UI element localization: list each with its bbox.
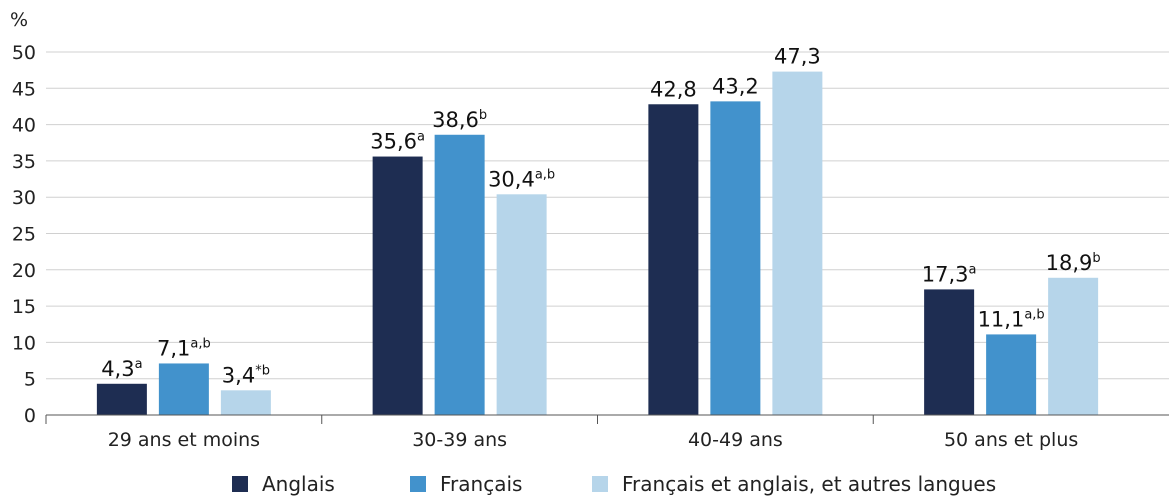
- data-label-note: *b: [255, 363, 270, 378]
- y-tick-label: 40: [12, 115, 36, 137]
- data-label-note: a: [969, 262, 977, 277]
- bar: [158, 363, 209, 415]
- data-label-note: b: [1092, 251, 1100, 266]
- data-label: 11,1a,b: [978, 307, 1045, 331]
- bar: [220, 390, 271, 415]
- legend-label-francais: Français: [440, 472, 523, 496]
- y-tick-label: 45: [12, 78, 36, 100]
- y-tick-label: 35: [12, 151, 36, 173]
- y-tick-label: 5: [24, 369, 36, 391]
- legend: Anglais Français Français et anglais, et…: [0, 470, 1169, 499]
- bar: [710, 101, 761, 416]
- bar: [772, 71, 823, 416]
- bar: [924, 289, 975, 415]
- x-category-label: 30-39 ans: [412, 429, 507, 451]
- data-label: 43,2: [712, 74, 759, 98]
- data-label-note: a,b: [190, 336, 210, 351]
- data-label: 7,1a,b: [157, 336, 211, 360]
- data-label-note: a,b: [535, 167, 555, 182]
- legend-swatch-francais: [410, 476, 426, 492]
- y-tick-label: 50: [12, 42, 36, 64]
- data-label-note: a,b: [1024, 307, 1044, 322]
- bar: [648, 104, 699, 415]
- bar: [434, 134, 485, 415]
- bar: [986, 334, 1037, 415]
- legend-swatch-anglais: [232, 476, 248, 492]
- bar: [496, 194, 547, 415]
- data-labels: 4,3a 7,1a,b 3,4*b 35,6a 38,6b 30,4a,b 42,8 43,2…: [101, 45, 1100, 388]
- x-axis: 29 ans et moins 30-39 ans 40-49 ans 50 ans …: [45, 414, 1169, 451]
- data-label: 18,9b: [1046, 251, 1101, 275]
- data-label-note: a: [135, 357, 143, 372]
- x-category-label: 40-49 ans: [688, 429, 783, 451]
- bar: [372, 156, 423, 415]
- data-label: 38,6b: [432, 108, 487, 132]
- bars: [96, 71, 1099, 416]
- legend-item-francais: Français: [410, 472, 522, 496]
- bar: [96, 383, 147, 415]
- x-category-label: 50 ans et plus: [944, 429, 1078, 451]
- y-axis-unit-label: %: [10, 9, 28, 31]
- legend-swatch-francais-anglais-autres: [592, 476, 608, 492]
- x-category-label: 29 ans et moins: [108, 429, 260, 451]
- data-label: 3,4*b: [222, 363, 270, 387]
- legend-label-anglais: Anglais: [262, 472, 335, 496]
- data-label: 35,6a: [370, 130, 425, 154]
- legend-item-anglais: Anglais: [232, 472, 335, 496]
- y-tick-label: 10: [12, 332, 36, 354]
- y-tick-label: 15: [12, 296, 36, 318]
- data-label: 47,3: [774, 45, 821, 69]
- data-label: 17,3a: [922, 262, 977, 286]
- bar: [1048, 277, 1099, 415]
- legend-item-francais-anglais-autres: Français et anglais, et autres langues: [592, 472, 996, 496]
- y-tick-label: 20: [12, 260, 36, 282]
- legend-label-francais-anglais-autres: Français et anglais, et autres langues: [622, 472, 997, 496]
- data-label: 4,3a: [101, 357, 142, 381]
- data-label-note: b: [479, 108, 487, 123]
- data-label: 42,8: [650, 77, 697, 101]
- y-axis-ticks: 0 5 10 15 20 25 30 35 40 45 50: [12, 42, 36, 427]
- y-tick-label: 30: [12, 187, 36, 209]
- gridlines: [46, 51, 1169, 380]
- data-label-note: a: [417, 130, 425, 145]
- bar-chart: % 0 5 10 15 20 25 30 35 40 45 50 4,3a 7,1a,b 3,4*b 35…: [10, 9, 1169, 451]
- y-tick-label: 0: [24, 405, 36, 427]
- y-tick-label: 25: [12, 224, 36, 246]
- data-label: 30,4a,b: [488, 167, 555, 191]
